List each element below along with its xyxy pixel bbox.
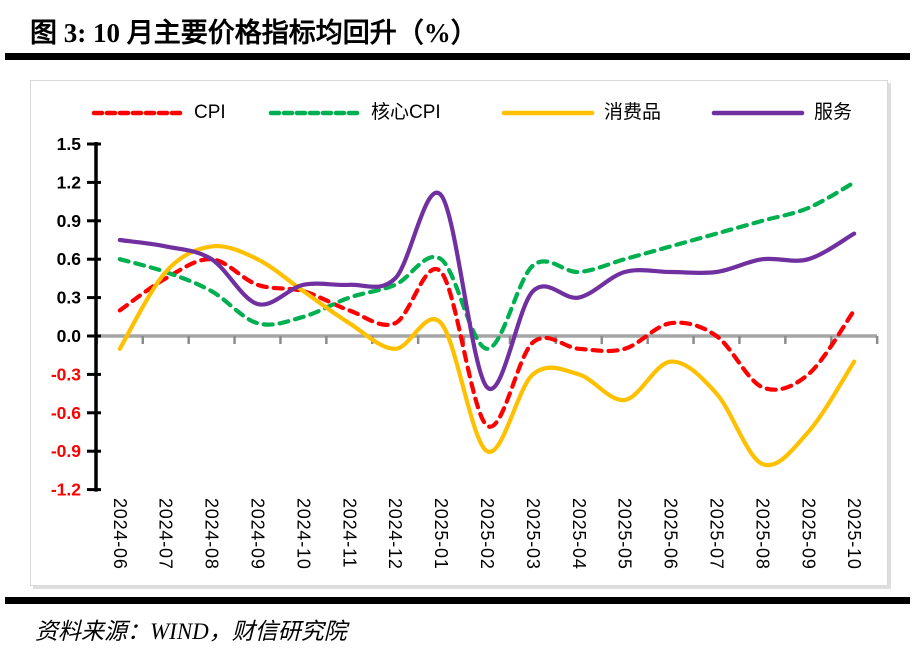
page-title: 图 3: 10 月主要价格指标均回升（%） (30, 18, 478, 48)
legend-item-cpi: CPI (91, 100, 226, 126)
legend-label-consumer-goods: 消费品 (604, 102, 662, 123)
y-tick-label: -0.3 (51, 364, 81, 384)
x-tick-label: 2025-06 (661, 498, 681, 570)
y-tick-label: -0.9 (51, 441, 81, 461)
series-line-services (117, 190, 857, 392)
legend-label-services: 服务 (814, 102, 853, 123)
y-tick-label: 0.0 (57, 326, 82, 346)
legend-item-core-cpi: 核心CPI (268, 100, 441, 126)
x-tick-label: 2024-11 (339, 498, 359, 568)
x-tick-label: 2024-10 (293, 498, 313, 570)
y-tick-label: 0.6 (57, 249, 82, 269)
y-tick-label: -1.2 (51, 480, 81, 500)
chart-frame: CPI 核心CPI 消费品 服务 1.5 1.2 0.9 0.6 0.3 0.0 -0.3 -… (30, 80, 888, 586)
y-tick-label: 0.9 (57, 211, 82, 231)
core-cpi-line-icon (268, 110, 362, 116)
x-tick-label: 2025-05 (615, 498, 635, 570)
consumer-goods-line-icon (501, 110, 595, 116)
x-tick-label: 2025-10 (844, 498, 864, 570)
y-tick-label: 0.3 (57, 288, 82, 308)
title-rule (5, 53, 910, 60)
source-note: 资料来源：WIND，财信研究院 (35, 619, 347, 644)
x-tick-label: 2024-08 (202, 498, 222, 570)
series-line-consumer-goods (117, 243, 857, 468)
series-line-cpi (117, 257, 857, 429)
x-tick-label: 2024-12 (385, 498, 405, 570)
x-tick-label: 2025-01 (431, 498, 451, 570)
x-tick-label: 2025-02 (477, 498, 497, 570)
legend-item-consumer-goods: 消费品 (501, 100, 661, 126)
legend-label-cpi: CPI (194, 102, 226, 123)
y-tick-label: -0.6 (51, 403, 81, 423)
legend-item-services: 服务 (711, 100, 852, 126)
x-tick-label: 2025-09 (798, 498, 818, 570)
cpi-line-icon (91, 110, 185, 116)
bottom-rule (5, 597, 910, 604)
y-tick-label: 1.5 (57, 134, 82, 154)
x-tick-label: 2025-08 (752, 498, 772, 570)
legend-label-core-cpi: 核心CPI (371, 102, 441, 123)
x-tick-label: 2024-06 (110, 498, 130, 570)
x-tick-label: 2024-09 (248, 498, 268, 570)
x-tick-label: 2025-04 (569, 498, 589, 570)
x-tick-label: 2025-07 (707, 498, 727, 570)
plot-area: 1.5 1.2 0.9 0.6 0.3 0.0 -0.3 -0.6 -0.9 -1.2 2024-0… (51, 134, 879, 570)
series-line-core-cpi (117, 180, 857, 351)
services-line-icon (711, 110, 805, 116)
x-tick-label: 2024-07 (156, 498, 176, 570)
x-tick-label: 2025-03 (523, 498, 543, 570)
y-tick-label: 1.2 (57, 172, 82, 192)
